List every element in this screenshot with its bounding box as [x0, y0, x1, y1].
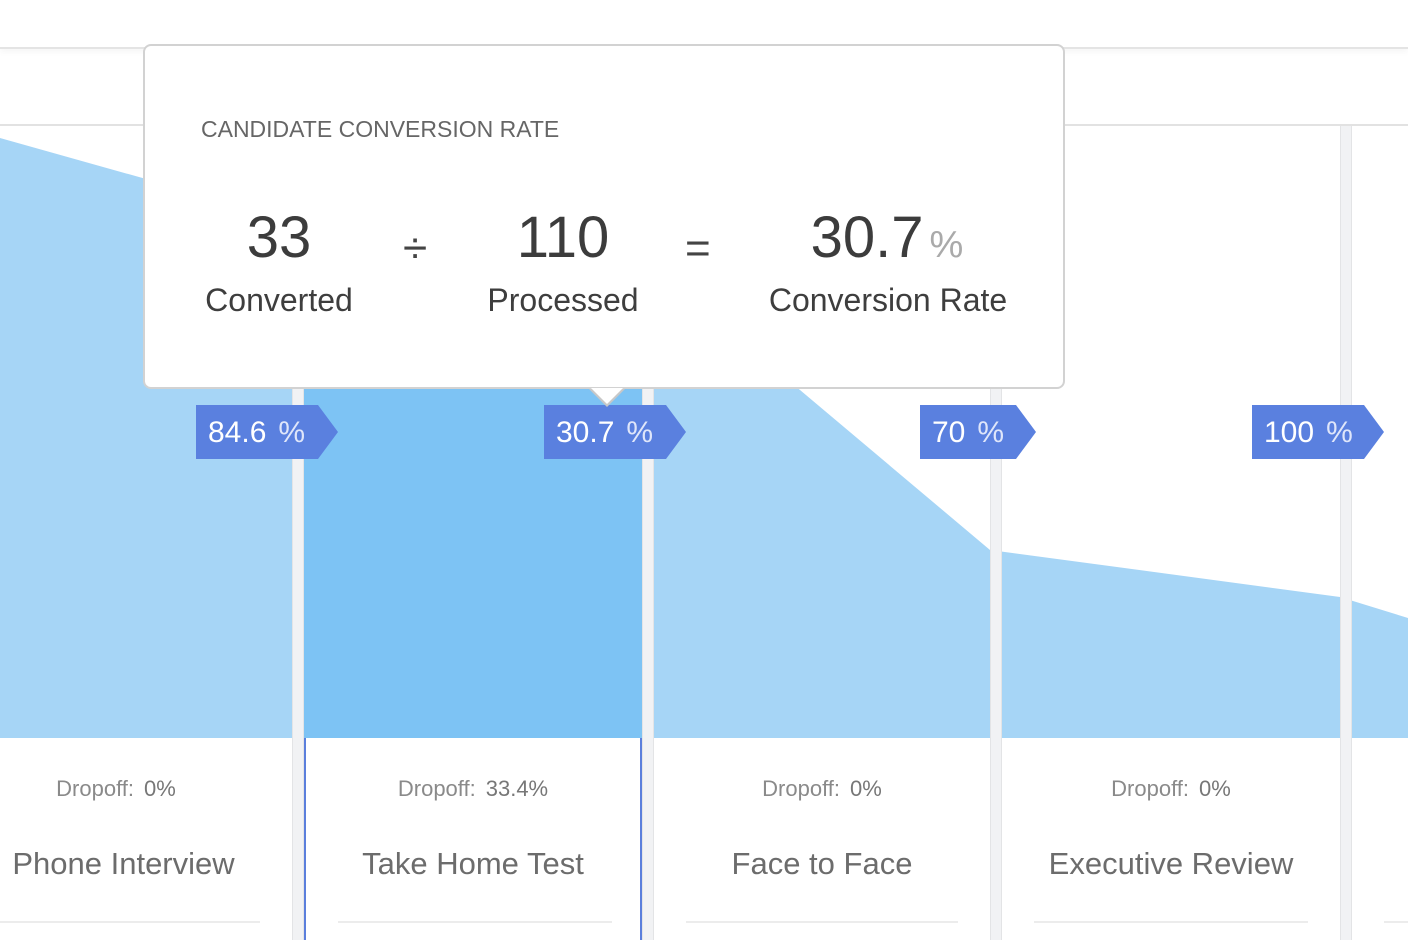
equals-icon: =	[685, 224, 711, 273]
stage-name: Take Home Test	[362, 846, 584, 881]
divider	[686, 921, 958, 923]
dropoff: Dropoff: 0%	[762, 776, 882, 801]
conversion-tag: 30.7%	[544, 405, 686, 459]
divider	[1384, 921, 1408, 923]
conversion-tag: 84.6%	[196, 405, 338, 459]
dropoff: Dropoff: 0%	[56, 776, 176, 801]
stage-card-partial	[1352, 738, 1408, 940]
column-separator	[1340, 126, 1352, 940]
converted-label: Converted	[205, 282, 353, 318]
conversion-rate: 30.7%	[810, 205, 964, 270]
processed-count: 110	[516, 205, 610, 270]
stage-card-face-to-face[interactable]: Dropoff: 0% Face to Face	[654, 738, 990, 940]
conversion-tag: 70%	[920, 405, 1036, 459]
divide-icon: ÷	[403, 224, 428, 273]
conversion-rate-label: Conversion Rate	[768, 282, 1008, 318]
stage-name: Phone Interview	[12, 846, 235, 881]
conversion-tag: 100%	[1252, 405, 1384, 459]
conversion-rate-tooltip: CANDIDATE CONVERSION RATE 33 Converted ÷…	[143, 44, 1065, 407]
stage-card-executive-review[interactable]: Dropoff: 0% Executive Review	[1002, 738, 1340, 940]
tooltip-title: CANDIDATE CONVERSION RATE	[201, 116, 560, 142]
dropoff: Dropoff: 0%	[1111, 776, 1231, 801]
processed-label: Processed	[487, 282, 639, 318]
stage-card-phone-interview[interactable]: Dropoff: 0% Phone Interview	[0, 738, 292, 940]
stage-name: Face to Face	[731, 846, 913, 881]
dropoff: Dropoff: 33.4%	[397, 776, 549, 801]
converted-count: 33	[246, 205, 312, 270]
divider	[338, 921, 612, 923]
stage-card-take-home-test[interactable]: Dropoff: 33.4% Take Home Test	[304, 738, 642, 940]
divider	[0, 921, 260, 923]
stage-name: Executive Review	[1048, 846, 1294, 881]
divider	[1034, 921, 1308, 923]
